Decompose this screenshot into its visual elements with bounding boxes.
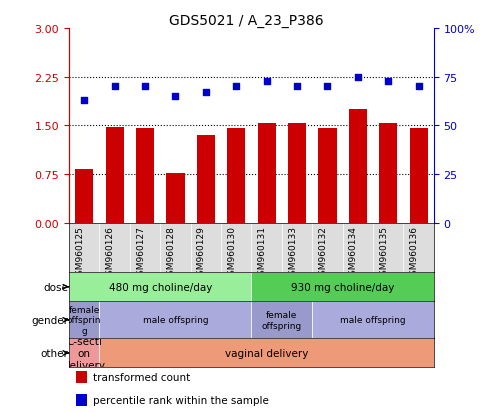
Point xyxy=(384,78,392,85)
Text: male offspring: male offspring xyxy=(340,316,406,325)
Point xyxy=(415,84,423,90)
Text: GSM960131: GSM960131 xyxy=(258,225,267,280)
Text: GSM960130: GSM960130 xyxy=(227,225,236,280)
Text: 480 mg choline/day: 480 mg choline/day xyxy=(108,282,212,292)
Bar xyxy=(288,124,306,223)
Point xyxy=(141,84,149,90)
Text: GSM960129: GSM960129 xyxy=(197,225,206,280)
Bar xyxy=(166,173,184,223)
Text: GSM960127: GSM960127 xyxy=(136,225,145,280)
Bar xyxy=(69,301,100,339)
Bar xyxy=(197,135,215,223)
Point xyxy=(293,84,301,90)
Text: dose: dose xyxy=(43,282,69,292)
Text: male offspring: male offspring xyxy=(142,316,208,325)
Text: gender: gender xyxy=(32,315,69,325)
Text: 930 mg choline/day: 930 mg choline/day xyxy=(291,282,394,292)
Point xyxy=(110,84,119,90)
Text: GSM960125: GSM960125 xyxy=(75,225,84,280)
Bar xyxy=(257,124,276,223)
Bar xyxy=(76,371,87,383)
Text: vaginal delivery: vaginal delivery xyxy=(225,348,308,358)
Text: transformed count: transformed count xyxy=(93,372,190,382)
Point xyxy=(263,78,271,85)
Bar xyxy=(100,301,251,339)
Point xyxy=(172,93,179,100)
Text: GSM960126: GSM960126 xyxy=(106,225,114,280)
Text: female
offspring: female offspring xyxy=(262,311,302,330)
Text: female
offsprin
g: female offsprin g xyxy=(67,305,102,335)
Bar xyxy=(410,128,428,223)
Point xyxy=(202,90,210,96)
Bar xyxy=(312,301,434,339)
Bar xyxy=(75,170,93,223)
Bar xyxy=(349,110,367,223)
Point xyxy=(232,84,240,90)
Bar xyxy=(251,301,312,339)
Point xyxy=(323,84,331,90)
Bar xyxy=(318,128,337,223)
Text: GSM960136: GSM960136 xyxy=(410,225,419,280)
Text: GDS5021 / A_23_P386: GDS5021 / A_23_P386 xyxy=(169,14,324,28)
Point xyxy=(354,74,362,81)
Bar xyxy=(106,127,124,223)
Text: GSM960133: GSM960133 xyxy=(288,225,297,280)
Bar xyxy=(227,128,246,223)
Point xyxy=(80,97,88,104)
Text: GSM960128: GSM960128 xyxy=(167,225,176,280)
Text: GSM960134: GSM960134 xyxy=(349,225,358,280)
Bar xyxy=(76,394,87,406)
Text: C-secti
on
delivery: C-secti on delivery xyxy=(63,337,105,370)
Bar xyxy=(379,124,397,223)
Text: GSM960135: GSM960135 xyxy=(379,225,388,280)
Bar xyxy=(251,273,434,301)
Bar xyxy=(69,339,100,368)
Text: other: other xyxy=(40,348,69,358)
Text: percentile rank within the sample: percentile rank within the sample xyxy=(93,395,269,405)
Bar xyxy=(136,128,154,223)
Bar xyxy=(69,273,251,301)
Text: GSM960132: GSM960132 xyxy=(318,225,327,280)
